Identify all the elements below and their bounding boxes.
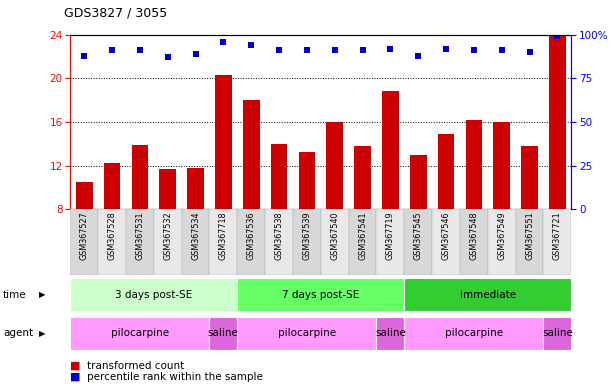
Bar [70, 278, 237, 311]
Bar [154, 209, 181, 275]
Bar [243, 100, 260, 209]
Bar [326, 122, 343, 209]
Text: time: time [3, 290, 27, 300]
Bar [543, 317, 571, 349]
Point [107, 47, 117, 53]
Point [497, 47, 507, 53]
Bar [321, 209, 349, 275]
Text: saline: saline [542, 328, 573, 338]
Point [441, 45, 451, 51]
Bar [210, 209, 237, 275]
Bar [104, 164, 120, 209]
Text: saline: saline [375, 328, 406, 338]
Bar [70, 209, 98, 275]
Text: GSM367551: GSM367551 [525, 211, 534, 260]
Point [330, 47, 340, 53]
Bar [237, 209, 265, 275]
Text: pilocarpine: pilocarpine [278, 328, 336, 338]
Point [191, 51, 200, 57]
Text: GSM367541: GSM367541 [358, 211, 367, 260]
Bar [131, 145, 148, 209]
Bar [488, 209, 516, 275]
Text: percentile rank within the sample: percentile rank within the sample [87, 372, 263, 382]
Text: agent: agent [3, 328, 33, 338]
Text: GSM367719: GSM367719 [386, 211, 395, 260]
Text: transformed count: transformed count [87, 361, 185, 371]
Text: saline: saline [208, 328, 239, 338]
Text: GSM367718: GSM367718 [219, 211, 228, 260]
Bar [404, 317, 543, 349]
Text: ■: ■ [70, 372, 81, 382]
Bar [410, 155, 426, 209]
Bar [376, 209, 404, 275]
Text: ■: ■ [70, 361, 81, 371]
Text: immediate: immediate [459, 290, 516, 300]
Text: ▶: ▶ [38, 290, 45, 299]
Text: GSM367528: GSM367528 [108, 211, 117, 260]
Bar [404, 209, 432, 275]
Text: pilocarpine: pilocarpine [111, 328, 169, 338]
Text: GSM367721: GSM367721 [553, 211, 562, 260]
Bar [210, 317, 237, 349]
Point [552, 33, 562, 40]
Point [413, 53, 423, 59]
Point [135, 47, 145, 53]
Point [525, 49, 535, 55]
Bar [293, 209, 321, 275]
Bar [376, 317, 404, 349]
Text: GSM367538: GSM367538 [274, 211, 284, 260]
Bar [493, 122, 510, 209]
Bar [187, 168, 204, 209]
Bar [271, 144, 287, 209]
Bar [237, 278, 404, 311]
Text: GSM367546: GSM367546 [442, 211, 450, 260]
Bar [70, 317, 210, 349]
Bar [126, 209, 154, 275]
Text: GSM367527: GSM367527 [79, 211, 89, 260]
Point [357, 47, 367, 53]
Bar [299, 152, 315, 209]
Text: ▶: ▶ [38, 329, 45, 338]
Bar [437, 134, 455, 209]
Text: GDS3827 / 3055: GDS3827 / 3055 [64, 6, 167, 19]
Bar [98, 209, 126, 275]
Text: GSM367531: GSM367531 [136, 211, 144, 260]
Bar [521, 146, 538, 209]
Bar [382, 91, 399, 209]
Text: GSM367545: GSM367545 [414, 211, 423, 260]
Text: GSM367532: GSM367532 [163, 211, 172, 260]
Point [246, 42, 256, 48]
Point [274, 47, 284, 53]
Bar [215, 75, 232, 209]
Bar [432, 209, 460, 275]
Bar [237, 317, 376, 349]
Bar [466, 120, 482, 209]
Bar [349, 209, 376, 275]
Point [79, 53, 89, 59]
Bar [181, 209, 210, 275]
Text: pilocarpine: pilocarpine [445, 328, 503, 338]
Text: GSM367548: GSM367548 [469, 211, 478, 260]
Bar [159, 169, 176, 209]
Bar [516, 209, 543, 275]
Bar [354, 146, 371, 209]
Point [386, 45, 395, 51]
Point [219, 38, 229, 45]
Point [469, 47, 479, 53]
Text: 7 days post-SE: 7 days post-SE [282, 290, 359, 300]
Text: GSM367536: GSM367536 [247, 211, 255, 260]
Bar [265, 209, 293, 275]
Bar [404, 278, 571, 311]
Point [163, 54, 172, 60]
Text: 3 days post-SE: 3 days post-SE [115, 290, 192, 300]
Bar [76, 182, 92, 209]
Text: GSM367539: GSM367539 [302, 211, 312, 260]
Point [302, 47, 312, 53]
Bar [460, 209, 488, 275]
Text: GSM367534: GSM367534 [191, 211, 200, 260]
Bar [543, 209, 571, 275]
Text: GSM367540: GSM367540 [330, 211, 339, 260]
Bar [549, 35, 566, 209]
Text: GSM367549: GSM367549 [497, 211, 506, 260]
